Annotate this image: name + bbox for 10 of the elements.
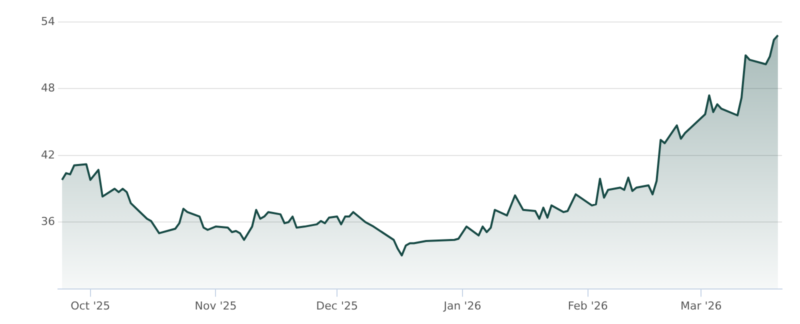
x-tick-label: Oct '25 — [70, 299, 110, 312]
y-tick-label: 54 — [40, 14, 55, 28]
y-tick-label: 42 — [40, 148, 55, 162]
x-tick-label: Jan '26 — [442, 299, 482, 312]
x-tick-label: Dec '25 — [316, 299, 358, 312]
x-tick-label: Feb '26 — [568, 299, 608, 312]
y-tick-label: 48 — [40, 82, 55, 95]
x-tick-label: Nov '25 — [194, 299, 237, 312]
y-tick-label: 36 — [40, 214, 55, 228]
x-tick-label: Mar '26 — [680, 299, 722, 312]
